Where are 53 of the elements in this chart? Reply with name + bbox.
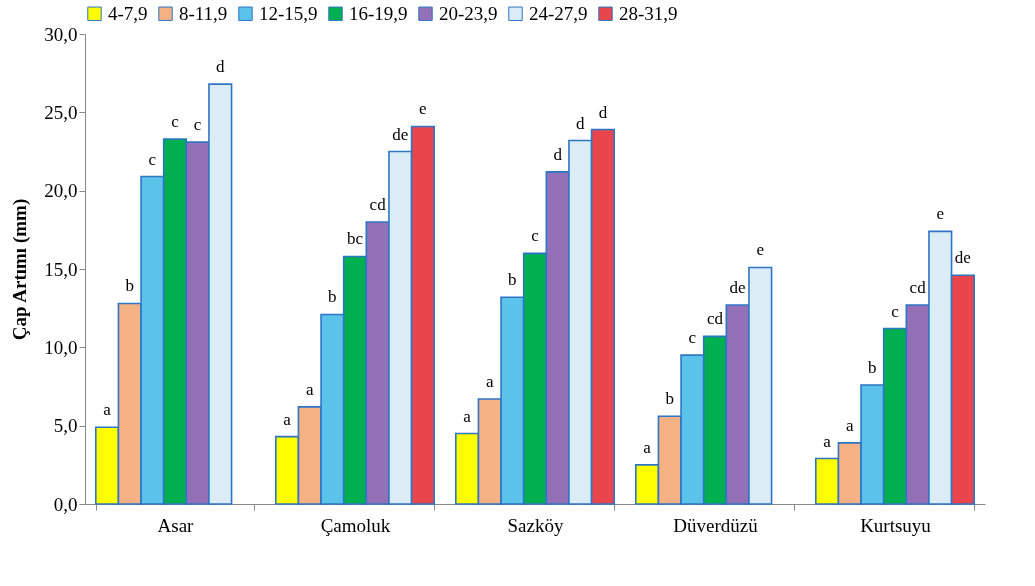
x-tick-label: Sazköy [507,514,564,536]
data-label: b [665,389,674,409]
legend-label: 12-15,9 [259,2,318,24]
y-axis-title: Çap Artımı (mm) [9,198,32,341]
data-label: d [553,144,563,164]
data-label: b [868,357,877,377]
x-tick-label: Çamoluk [320,514,391,536]
data-label: a [845,415,854,435]
legend-label: 4-7,9 [108,2,148,24]
data-label: c [531,226,540,246]
y-tick-label: 20,0 [44,180,78,202]
data-label: e [419,99,427,119]
data-label: cd [706,309,724,329]
data-label: de [392,124,409,144]
y-tick-label: 0,0 [53,493,78,515]
data-label: c [171,111,180,131]
data-label: a [485,372,494,392]
data-label: d [598,102,608,122]
data-label: d [216,57,226,77]
y-tick-label: 30,0 [44,23,78,45]
legend-label: 28-31,9 [619,2,678,24]
data-label: c [148,149,157,169]
x-tick-label: Kurtsuyu [860,514,932,536]
data-label: a [823,431,832,451]
data-label: d [576,113,586,133]
data-label: bc [346,229,364,249]
y-tick-label: 5,0 [53,415,78,437]
data-label: a [643,437,652,457]
data-label: b [328,287,337,307]
y-tick-label: 15,0 [44,258,78,280]
data-label: a [103,400,112,420]
legend-label: 8-11,9 [179,2,228,24]
data-label: cd [369,195,387,214]
data-label: cd [909,278,927,298]
data-label: e [756,240,765,260]
y-tick-label: 25,0 [44,101,78,123]
x-tick-label: Düverdüzü [673,514,759,536]
data-label: e [936,204,945,224]
data-label: b [125,276,134,296]
legend-label: 16-19,9 [349,2,408,24]
data-label: c [688,328,697,348]
data-label: a [463,406,472,426]
data-label: de [954,248,971,268]
data-label: de [729,278,746,298]
legend-label: 24-27,9 [529,2,588,24]
y-tick-label: 10,0 [44,336,78,358]
data-label: c [891,301,900,321]
legend-label: 20-23,9 [439,2,498,24]
data-label: c [193,115,202,135]
data-label: a [283,409,292,429]
data-label: a [305,379,314,399]
x-tick-label: Asar [157,514,195,536]
data-label: b [508,270,517,290]
